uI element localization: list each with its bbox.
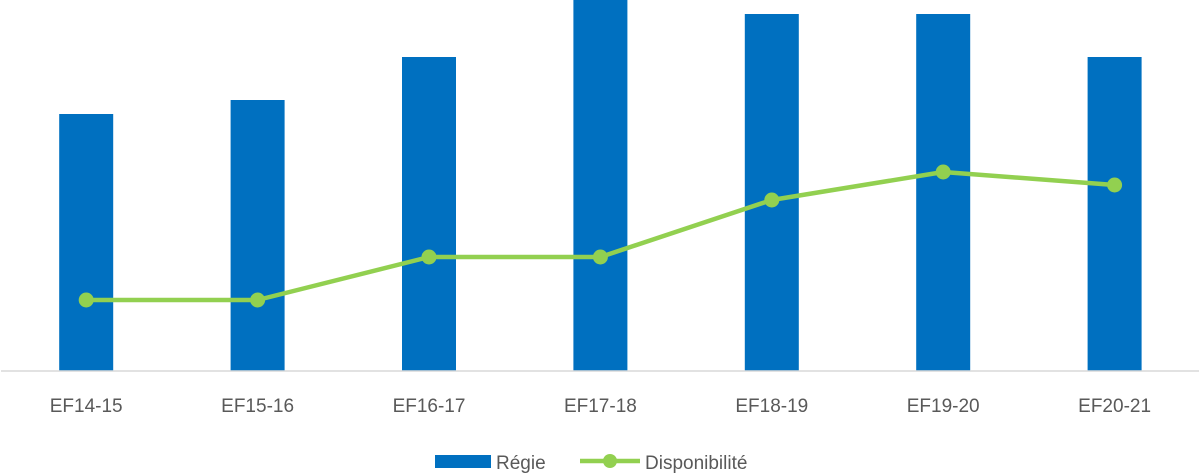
marker-ef14-15 bbox=[78, 292, 94, 308]
bar-ef20-21 bbox=[1087, 57, 1142, 371]
bar-series-regie bbox=[59, 0, 1142, 371]
legend-marker-icon bbox=[603, 454, 617, 468]
bar-ef15-16 bbox=[230, 100, 285, 371]
marker-ef17-18 bbox=[592, 249, 608, 265]
x-tick-label: EF18-19 bbox=[735, 396, 808, 417]
marker-ef18-19 bbox=[764, 192, 780, 208]
legend-label-disponibilite: Disponibilité bbox=[645, 453, 747, 474]
legend: Régie Disponibilité bbox=[435, 453, 747, 474]
bar-ef16-17 bbox=[402, 57, 456, 371]
bar-ef17-18 bbox=[573, 0, 628, 371]
legend-label-regie: Régie bbox=[496, 453, 546, 474]
x-tick-label: EF16-17 bbox=[393, 396, 466, 417]
marker-ef19-20 bbox=[935, 164, 951, 180]
x-tick-label: EF20-21 bbox=[1078, 396, 1151, 417]
marker-ef20-21 bbox=[1107, 177, 1123, 193]
x-axis-labels: EF14-15 EF15-16 EF16-17 EF17-18 EF18-19 EF19-… bbox=[50, 396, 1151, 417]
legend-swatch-regie bbox=[435, 455, 491, 468]
marker-ef16-17 bbox=[421, 249, 437, 265]
x-tick-label: EF19-20 bbox=[907, 396, 980, 417]
bar-ef19-20 bbox=[916, 14, 971, 371]
x-tick-label: EF15-16 bbox=[221, 396, 294, 417]
x-tick-label: EF14-15 bbox=[50, 396, 123, 417]
x-tick-label: EF17-18 bbox=[564, 396, 637, 417]
marker-ef15-16 bbox=[250, 292, 266, 308]
bar-ef14-15 bbox=[59, 114, 114, 371]
line-series-disponibilite bbox=[78, 164, 1123, 308]
